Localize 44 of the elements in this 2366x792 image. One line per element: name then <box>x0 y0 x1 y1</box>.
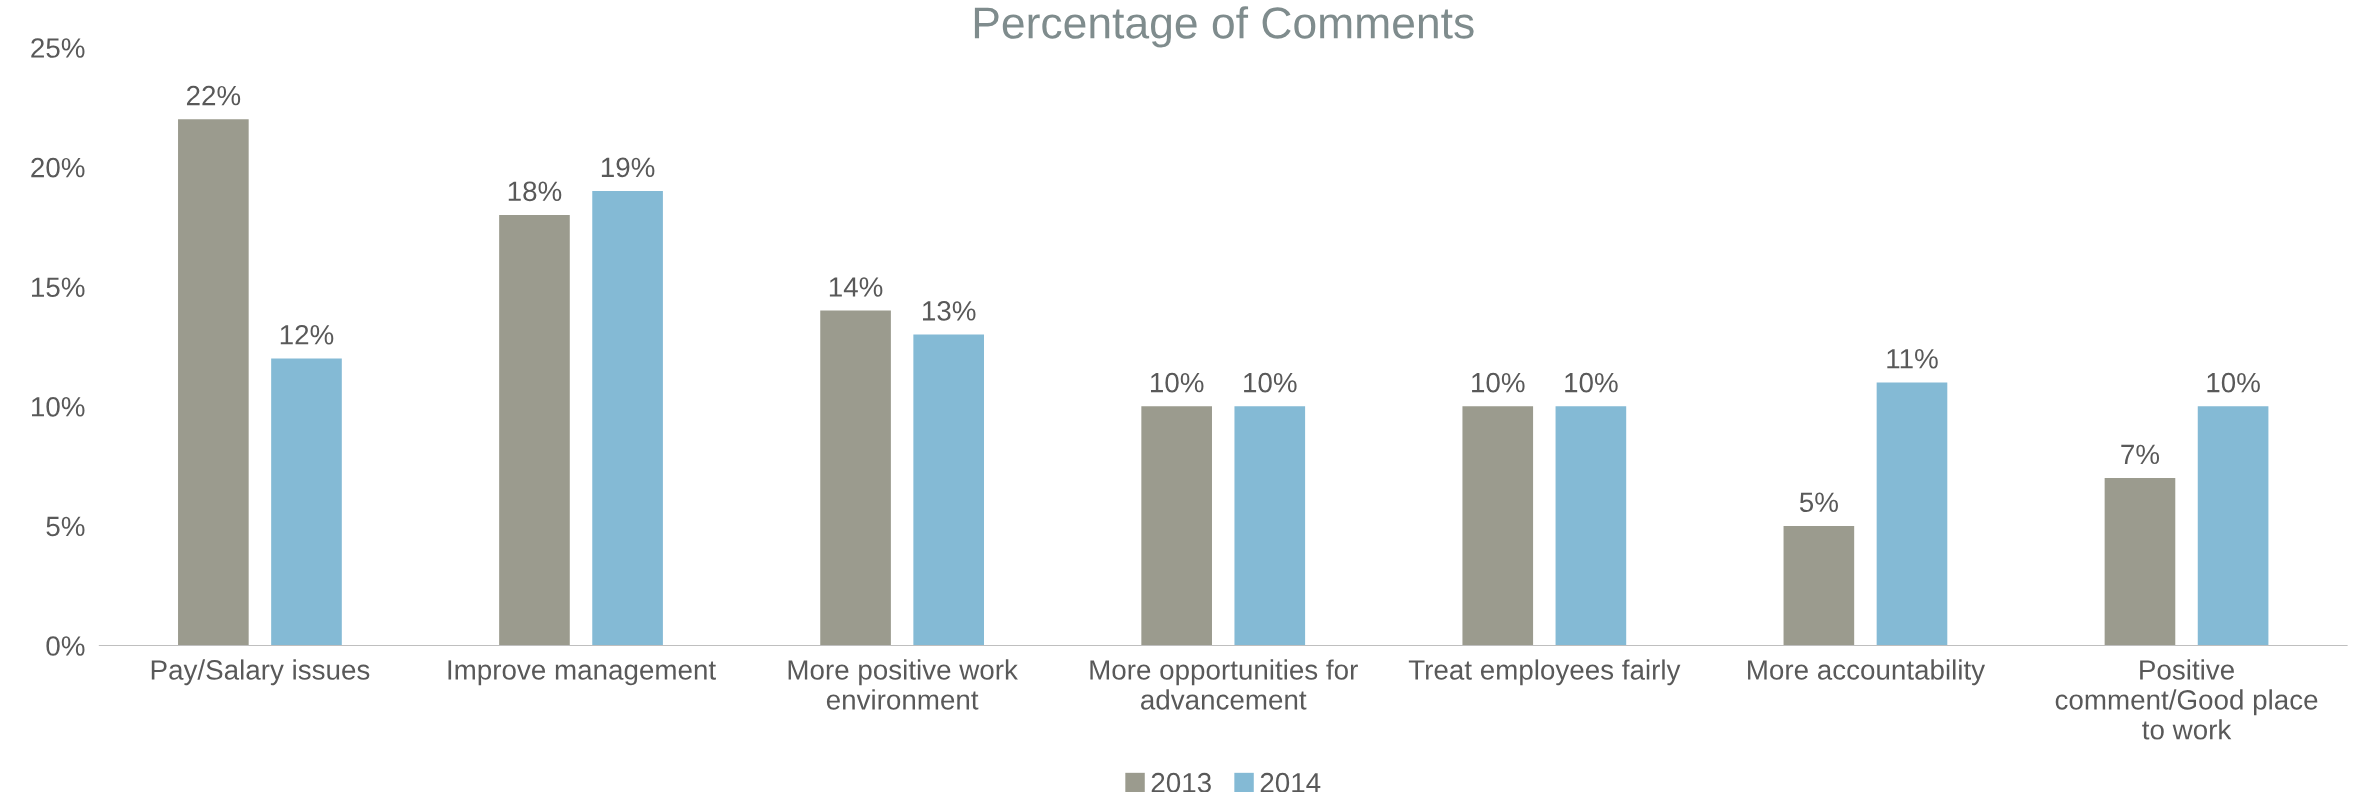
bar <box>592 191 663 646</box>
data-label: 18% <box>508 181 562 202</box>
data-label: 5% <box>1799 492 1838 513</box>
legend-label: 2014 <box>1260 772 1321 792</box>
data-label: 10% <box>1150 372 1204 393</box>
x-tick-label: Positive comment/Good place to work <box>2055 659 2318 740</box>
y-tick-label: 25% <box>31 38 85 58</box>
data-label: 10% <box>1244 372 1297 393</box>
data-label: 12% <box>280 324 334 345</box>
bar <box>820 310 891 646</box>
x-tick-label: More positive work environment <box>788 659 1018 710</box>
x-tick-label: More opportunities for advancement <box>1090 659 1358 710</box>
bar <box>499 214 570 646</box>
legend-label: 2013 <box>1151 772 1211 792</box>
data-label: 13% <box>923 301 976 321</box>
y-tick-label: 10% <box>32 396 85 417</box>
data-label: 10% <box>1565 372 1618 393</box>
x-tick-label: Treat employees fairly <box>1408 659 1681 686</box>
bar <box>2104 478 2176 646</box>
bar <box>1555 406 1627 646</box>
bar <box>271 358 342 646</box>
y-tick-label: 0% <box>46 636 85 656</box>
y-tick-label: 5% <box>46 516 85 537</box>
data-label: 7% <box>2121 444 2160 465</box>
bar <box>1462 406 1534 646</box>
chart-title: Percentage of Comments <box>974 6 1474 48</box>
y-tick-label: 15% <box>32 277 85 298</box>
x-tick-label: Pay/Salary issues <box>151 659 370 686</box>
data-label: 11% <box>1887 349 1938 369</box>
data-label: 14% <box>829 277 883 297</box>
data-label: 10% <box>2207 372 2260 393</box>
data-label: 19% <box>601 157 655 178</box>
bar <box>913 334 984 646</box>
data-label: 10% <box>1472 372 1525 393</box>
data-label: 22% <box>186 85 241 106</box>
bar <box>178 119 249 646</box>
y-tick-label: 20% <box>31 157 85 178</box>
bar <box>1783 525 1855 646</box>
x-tick-label: Improve management <box>448 660 716 686</box>
bar <box>1234 406 1306 646</box>
bar <box>1141 406 1212 646</box>
bar <box>1876 382 1948 646</box>
x-tick-label: More accountability <box>1748 659 1986 686</box>
bar <box>2197 406 2269 646</box>
